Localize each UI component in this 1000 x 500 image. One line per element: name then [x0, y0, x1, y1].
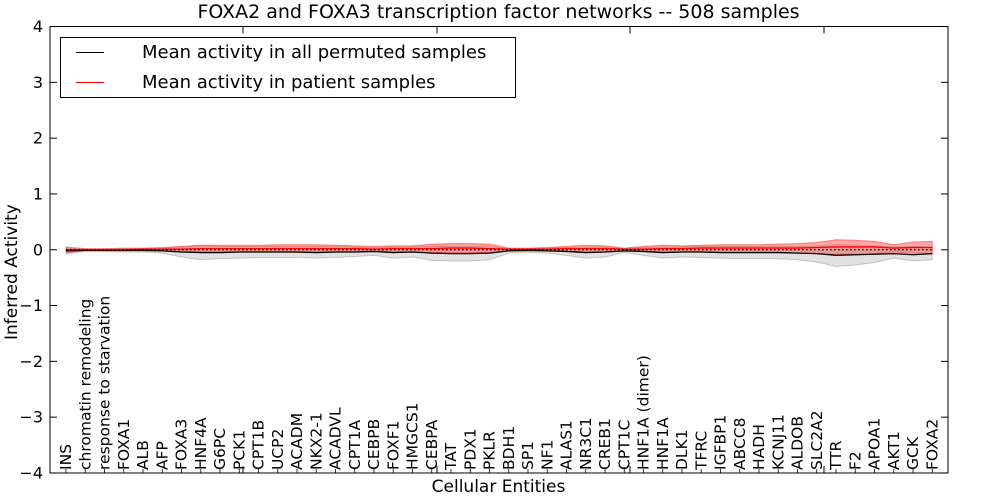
x-axis-label: Cellular Entities — [431, 477, 566, 497]
x-tick-label: KCNJ11 — [769, 414, 787, 470]
legend-item-patient: Mean activity in patient samples — [61, 72, 515, 93]
y-tick-label: −4 — [19, 463, 43, 482]
x-tick-label: CREB1 — [596, 418, 614, 470]
x-tick-label: ACADVL — [327, 407, 345, 470]
patient-mean-line — [66, 246, 933, 251]
x-tick-label: UCP2 — [269, 429, 287, 470]
x-tick-label: ALB — [134, 440, 152, 470]
x-tick-label: TTR — [827, 440, 845, 471]
y-tick-label: −3 — [19, 408, 43, 427]
x-tick-label: CPT1C — [615, 420, 633, 470]
x-tick-label: CPT1A — [346, 420, 364, 470]
x-tick-label: TAT — [442, 442, 460, 471]
x-tick-label: SLC2A2 — [808, 410, 826, 470]
chart-title: FOXA2 and FOXA3 transcription factor net… — [197, 1, 800, 23]
x-tick-label: FOXA2 — [923, 419, 941, 470]
legend-label: Mean activity in patient samples — [142, 72, 436, 93]
y-tick-label: 3 — [33, 73, 43, 92]
legend: Mean activity in all permuted samples Me… — [60, 37, 516, 98]
y-tick-label: −1 — [19, 296, 43, 315]
y-tick-label: 1 — [33, 184, 43, 203]
x-tick-label: ABCC8 — [731, 418, 749, 470]
x-tick-label: HADH — [750, 424, 768, 470]
y-tick-label: 4 — [33, 17, 43, 36]
legend-label: Mean activity in all permuted samples — [142, 42, 487, 63]
permuted-mean-line — [65, 249, 933, 256]
permuted-line-swatch-icon — [76, 52, 104, 53]
x-tick-label: CPT1B — [250, 420, 268, 470]
x-tick-label: HMGCS1 — [404, 402, 422, 470]
x-tick-label: AKT1 — [885, 431, 903, 470]
y-tick-label: 2 — [33, 129, 43, 148]
x-tick-label: F2 — [846, 451, 864, 470]
x-tick-label: HNF1A (dimer) — [635, 355, 653, 470]
x-tick-label: NF1 — [538, 440, 556, 470]
x-tick-label: FOXA1 — [115, 419, 133, 470]
x-tick-label: PDX1 — [461, 428, 479, 470]
x-tick-label: FOXA3 — [173, 419, 191, 470]
x-tick-label: AFP — [153, 441, 171, 470]
x-tick-label: ALAS1 — [558, 420, 576, 470]
y-tick-label: 0 — [33, 240, 43, 259]
x-tick-label: HNF1A — [654, 417, 672, 470]
x-tick-label: ACADM — [288, 413, 306, 470]
legend-item-permuted: Mean activity in all permuted samples — [61, 42, 515, 63]
x-tick-label: APOA1 — [866, 418, 884, 470]
x-tick-label: FOXF1 — [384, 420, 402, 470]
patient-line-swatch-icon — [76, 82, 104, 83]
x-tick-label: chromatin remodeling — [76, 299, 94, 470]
x-tick-label: NKX2-1 — [307, 412, 325, 470]
x-tick-label: INS — [57, 444, 75, 470]
x-tick-label: G6PC — [211, 428, 229, 470]
x-tick-label: DLK1 — [673, 429, 691, 470]
x-tick-label: BDH1 — [500, 426, 518, 470]
x-tick-label: GCK — [904, 436, 922, 470]
x-tick-label: HNF4A — [192, 417, 210, 470]
x-tick-label: PCK1 — [230, 430, 248, 470]
x-tick-label: PKLR — [481, 431, 499, 470]
x-tick-label: NR3C1 — [577, 417, 595, 470]
x-tick-label: ALDOB — [789, 416, 807, 470]
x-tick-label: IGFBP1 — [712, 415, 730, 470]
x-tick-label: TFRC — [692, 431, 710, 471]
x-tick-label: response to starvation — [96, 296, 114, 470]
y-tick-label: −2 — [19, 352, 43, 371]
x-tick-label: SP1 — [519, 441, 537, 470]
x-tick-label: CEBPB — [365, 419, 383, 470]
x-tick-label: CEBPA — [423, 419, 441, 470]
y-axis-label: Inferred Activity — [2, 204, 22, 340]
